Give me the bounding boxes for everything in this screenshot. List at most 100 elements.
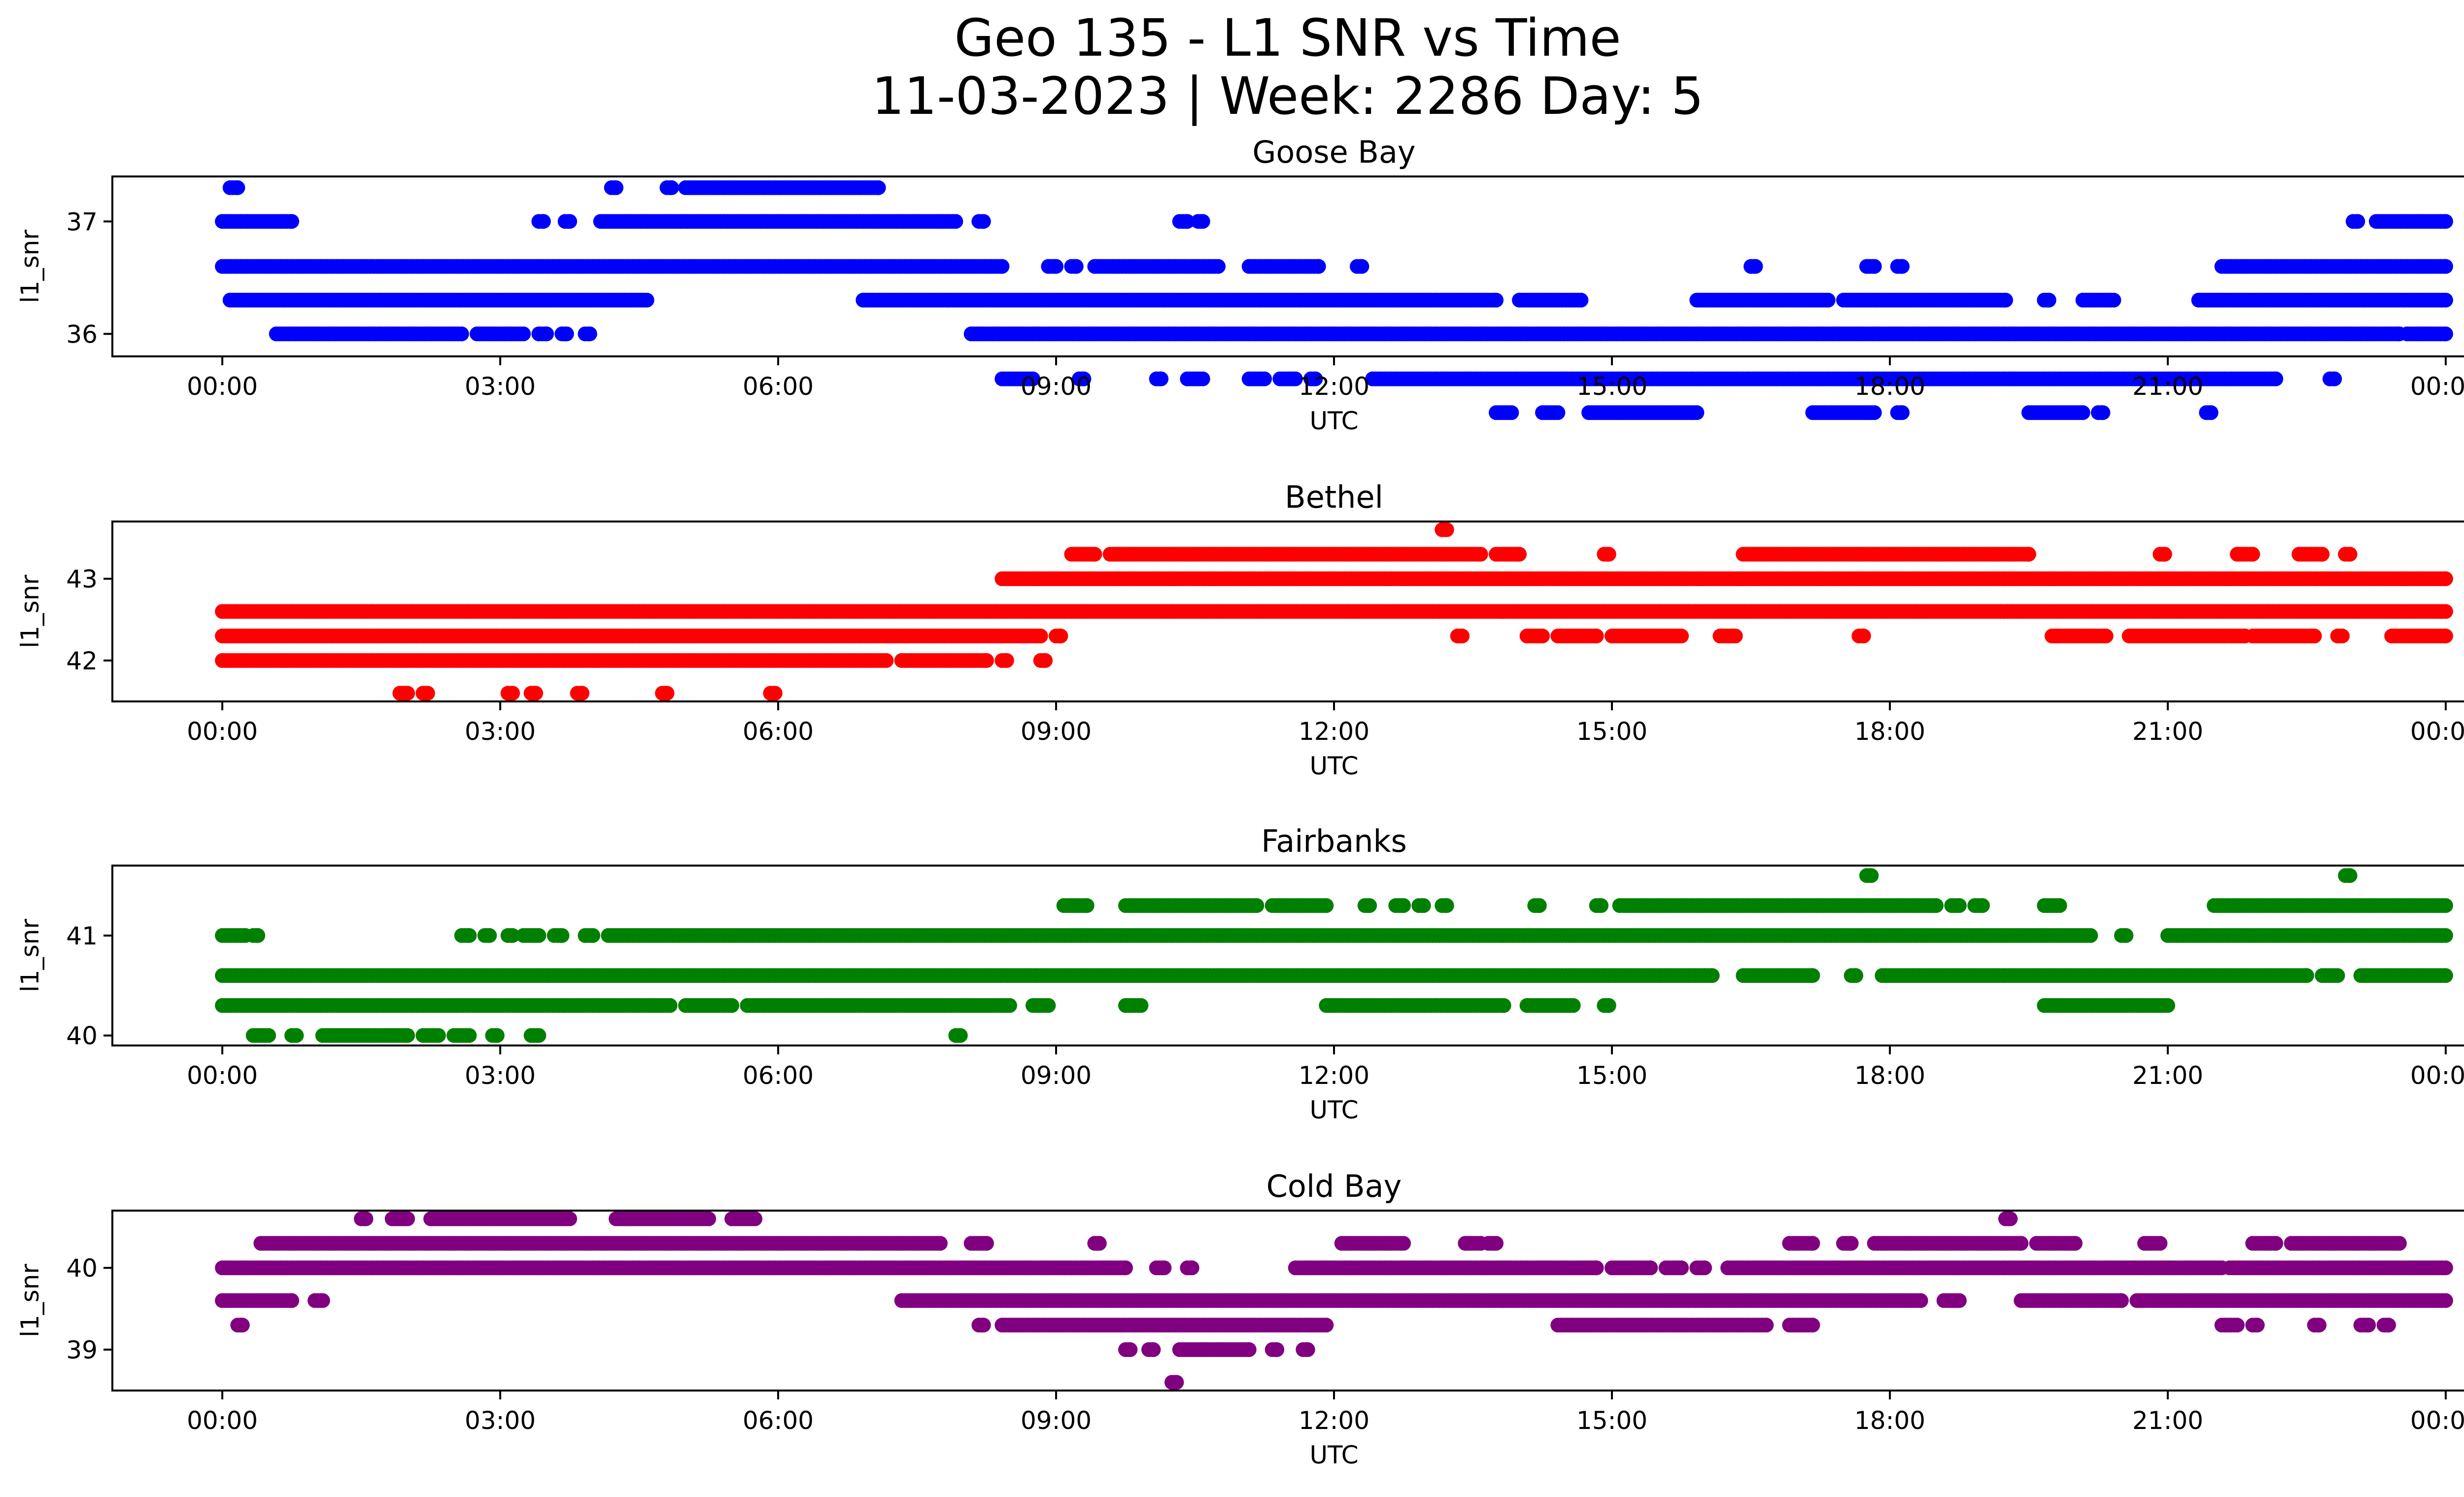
x-tick-label: 09:00	[1021, 717, 1092, 746]
data-point	[1589, 628, 1604, 643]
data-point	[1689, 405, 1704, 420]
x-tick-label: 00:00	[187, 717, 258, 746]
x-tick-label: 03:00	[465, 372, 536, 401]
data-point	[585, 928, 600, 943]
data-point	[1512, 547, 1527, 561]
data-point	[2042, 293, 2056, 308]
data-point	[1069, 259, 1084, 274]
data-point	[1867, 405, 1882, 420]
data-point	[2095, 405, 2110, 420]
x-tick-label: 18:00	[1854, 717, 1925, 746]
data-point	[1249, 898, 1264, 913]
x-tick-label: 12:00	[1299, 372, 1369, 401]
x-tick-label: 09:00	[1021, 372, 1092, 401]
data-point	[1455, 628, 1470, 643]
data-point	[482, 928, 497, 943]
data-point	[609, 180, 623, 195]
data-point	[1087, 547, 1102, 561]
data-point	[1594, 898, 1608, 913]
data-point	[2438, 293, 2453, 308]
data-point	[2106, 293, 2121, 308]
y-axis-label: l1_snr	[16, 230, 44, 303]
data-point	[1439, 522, 1454, 537]
x-tick-label: 18:00	[1854, 372, 1925, 401]
data-point	[640, 293, 654, 308]
data-point	[976, 214, 991, 229]
data-point	[2438, 604, 2453, 619]
data-point	[2307, 628, 2322, 643]
data-point	[536, 214, 551, 229]
data-point	[1535, 628, 1550, 643]
data-point	[2438, 628, 2453, 643]
data-point	[664, 180, 679, 195]
data-point	[559, 326, 574, 341]
data-point	[505, 686, 520, 700]
x-tick-label: 06:00	[743, 372, 814, 401]
y-tick-label: 43	[66, 565, 98, 593]
data-point	[1038, 653, 1053, 668]
data-point	[531, 928, 546, 943]
data-point	[516, 326, 531, 341]
data-point	[1821, 293, 1836, 308]
x-tick-label: 00:00	[2410, 372, 2464, 401]
data-point	[768, 686, 783, 700]
data-point	[582, 326, 597, 341]
chart-title: Fairbanks	[1261, 823, 1407, 859]
data-point	[999, 653, 1014, 668]
data-point	[2350, 214, 2365, 229]
data-point	[2157, 547, 2172, 561]
data-point	[2053, 898, 2067, 913]
data-point	[1033, 628, 1048, 643]
y-axis-label: l1_snr	[16, 575, 44, 648]
data-point	[2343, 868, 2358, 883]
data-point	[1489, 293, 1504, 308]
data-point	[2438, 259, 2453, 274]
series-points	[215, 522, 2453, 701]
data-point	[1952, 898, 1967, 913]
data-point	[400, 686, 415, 700]
y-tick-label: 37	[66, 208, 98, 236]
figure-title-line-1: Geo 135 - L1 SNR vs Time	[0, 9, 2464, 67]
data-point	[1504, 405, 1519, 420]
data-point	[1895, 259, 1910, 274]
data-point	[2438, 898, 2453, 913]
figure-title-line-2: 11-03-2023 | Week: 2286 Day: 5	[0, 67, 2464, 125]
data-point	[1574, 293, 1588, 308]
data-point	[994, 259, 1009, 274]
data-point	[1748, 259, 1763, 274]
data-point	[1602, 547, 1616, 561]
data-point	[2343, 547, 2358, 561]
data-point	[2021, 547, 2036, 561]
x-tick-label: 00:00	[2410, 717, 2464, 746]
x-tick-label: 21:00	[2132, 717, 2203, 746]
x-tick-label: 06:00	[743, 717, 814, 746]
data-point	[1211, 259, 1226, 274]
data-point	[948, 214, 963, 229]
data-point	[1975, 898, 1990, 913]
data-point	[879, 653, 893, 668]
x-tick-label: 12:00	[1299, 717, 1369, 746]
data-point	[2204, 405, 2219, 420]
data-point	[871, 180, 886, 195]
data-point	[420, 686, 435, 700]
data-point	[1439, 898, 1454, 913]
data-point	[2268, 372, 2283, 386]
chart-title: Bethel	[1285, 479, 1383, 515]
data-point	[539, 326, 554, 341]
x-tick-label: 15:00	[1576, 717, 1647, 746]
data-point	[2327, 372, 2342, 386]
data-point	[1196, 214, 1210, 229]
data-point	[1867, 259, 1882, 274]
y-tick-label: 42	[66, 647, 98, 675]
data-point	[1864, 868, 1879, 883]
x-axis-label: UTC	[1309, 407, 1358, 435]
data-point	[1674, 628, 1689, 643]
data-point	[1354, 259, 1369, 274]
data-point	[554, 928, 569, 943]
chart-title: Goose Bay	[1252, 134, 1415, 170]
series-points	[215, 868, 2453, 1043]
